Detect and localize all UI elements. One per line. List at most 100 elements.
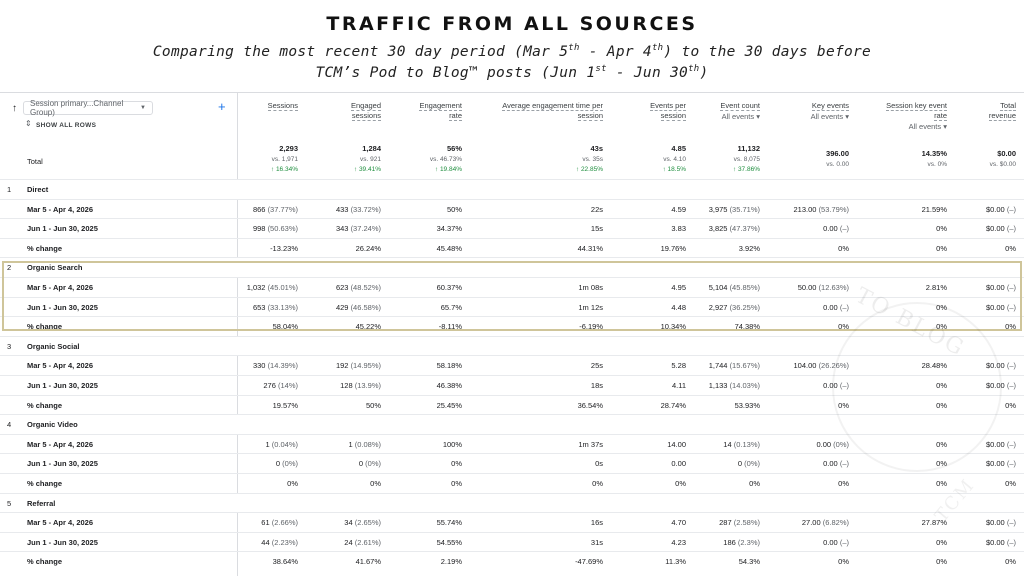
cell-share: (2.66%): [271, 518, 298, 528]
table-cell: 0%: [857, 303, 947, 312]
subtitle-text: TCM’s Pod to Blog™ posts (Jun 1: [315, 65, 596, 81]
table-cell: 5,104 (45.85%): [690, 283, 760, 292]
row-label: % change: [27, 322, 63, 332]
cell-share: (45.85%): [729, 283, 760, 292]
table-cell: 0.00 (–): [764, 381, 849, 390]
add-dimension-plus-icon[interactable]: +: [218, 99, 226, 114]
dimension-selector[interactable]: ↑ Session primary...Channel Group) ▼: [12, 99, 153, 117]
cell-share: (14%): [277, 381, 298, 390]
cell-value: 26.24%: [355, 243, 381, 253]
cell-value: 0%: [451, 459, 462, 469]
total-comparison: vs. 921: [360, 155, 381, 163]
subtitle-line-2: TCM’s Pod to Blog™ posts (Jun 1st - Jun …: [0, 64, 1024, 81]
cell-share: (12.63%): [818, 283, 849, 292]
table-cell: 192 (14.95%): [311, 361, 381, 370]
column-header-label: sessions: [351, 111, 381, 121]
column-header[interactable]: Sessions: [228, 101, 298, 111]
cell-value: 0%: [936, 459, 947, 469]
event-filter-dropdown[interactable]: All events ▾: [764, 112, 849, 122]
column-header[interactable]: Average engagement time per session: [473, 101, 603, 121]
table-cell: 21.59%: [857, 205, 947, 214]
table-cell: $0.00 (–): [956, 538, 1016, 547]
table-cell: 10.34%: [616, 322, 686, 331]
table-cell: 0%: [392, 479, 462, 488]
column-header[interactable]: Key events All events ▾: [764, 101, 849, 122]
table-cell: 1m 12s: [473, 303, 603, 312]
cell-value: 0%: [936, 537, 947, 547]
subtitle-sup: st: [595, 64, 607, 74]
table-row: Mar 5 - Apr 4, 2026 330 (14.39%) 192 (14.9…: [0, 355, 1024, 375]
sort-arrow-up-icon[interactable]: ↑: [12, 102, 17, 114]
cell-value: 4.59: [671, 204, 686, 214]
dimension-dropdown[interactable]: Session primary...Channel Group) ▼: [23, 99, 153, 117]
cell-value: 28.74%: [660, 400, 686, 410]
event-filter-dropdown[interactable]: All events ▾: [857, 122, 947, 132]
table-cell: 0.00 (–): [764, 303, 849, 312]
table-cell: -47.69%: [473, 557, 603, 566]
total-value: 43s: [590, 144, 603, 153]
cell-value: 2,927: [708, 302, 728, 312]
cell-value: 3,825: [708, 224, 728, 234]
event-filter-dropdown[interactable]: All events ▾: [690, 112, 760, 122]
column-header[interactable]: Session key event rate All events ▾: [857, 101, 947, 132]
show-all-rows-button[interactable]: SHOW ALL ROWS: [36, 122, 97, 129]
table-cell: 287 (2.58%): [690, 518, 760, 527]
table-cell: 38.64%: [228, 557, 298, 566]
cell-value: 31s: [590, 537, 603, 547]
cell-value: 3.92%: [738, 243, 760, 253]
cell-value: $0.00: [985, 439, 1005, 449]
total-comparison: vs. 0.00: [826, 160, 849, 168]
table-row: Jun 1 - Jun 30, 2025 276 (14%) 128 (13.9%)…: [0, 375, 1024, 395]
cell-value: 34: [344, 518, 353, 528]
cell-value: 1m 12s: [578, 302, 603, 312]
table-cell: 4.95: [616, 283, 686, 292]
column-header[interactable]: Event count All events ▾: [690, 101, 760, 122]
table-cell: 429 (46.58%): [311, 303, 381, 312]
cell-share: (0%): [833, 439, 849, 449]
table-cell: 433 (33.72%): [311, 205, 381, 214]
row-number: 5: [7, 498, 12, 508]
table-cell: $0.00 (–): [956, 224, 1016, 233]
column-header[interactable]: Total revenue: [956, 101, 1016, 121]
table-cell: 1,032 (45.01%): [228, 283, 298, 292]
table-cell: 0%: [616, 479, 686, 488]
column-header[interactable]: Engaged sessions: [311, 101, 381, 121]
table-cell: $0.00 (–): [956, 205, 1016, 214]
table-cell: $0.00 (–): [956, 303, 1016, 312]
cell-value: $0.00: [985, 224, 1005, 234]
table-cell: 0%: [228, 479, 298, 488]
column-header[interactable]: Events per session: [616, 101, 686, 121]
table-cell: 0%: [392, 459, 462, 468]
page-header: TRAFFIC FROM ALL SOURCES Comparing the m…: [0, 0, 1024, 92]
cell-share: (0%): [744, 459, 760, 469]
cell-share: (37.24%): [350, 224, 381, 234]
table-row: Mar 5 - Apr 4, 2026 1,032 (45.01%) 623 (48…: [0, 277, 1024, 297]
table-row: Mar 5 - Apr 4, 2026 61 (2.66%) 34 (2.65%) 5…: [0, 512, 1024, 532]
cell-share: (2.65%): [354, 518, 381, 528]
cell-value: $0.00: [985, 537, 1005, 547]
table-cell: 24 (2.61%): [311, 538, 381, 547]
cell-share: (15.67%): [729, 361, 760, 371]
table-cell: 25s: [473, 361, 603, 370]
table-cell: 998 (50.63%): [228, 224, 298, 233]
cell-value: 19.57%: [272, 400, 298, 410]
chevron-down-icon: ▼: [140, 105, 146, 111]
table-cell: $0.00 (–): [956, 361, 1016, 370]
cell-value: 0%: [838, 557, 849, 567]
cell-share: (45.01%): [267, 283, 298, 292]
table-cell: 0%: [857, 401, 947, 410]
table-cell: $0.00 (–): [956, 440, 1016, 449]
table-cell: 65.7%: [392, 303, 462, 312]
cell-value: 0%: [936, 400, 947, 410]
cell-value: $0.00: [985, 302, 1005, 312]
report-table: ↑ Session primary...Channel Group) ▼ + ⇕…: [0, 92, 1024, 576]
column-header-label: Event count: [720, 101, 760, 111]
table-cell: 58.18%: [392, 361, 462, 370]
expand-rows-icon[interactable]: ⇕: [25, 119, 32, 128]
cell-share: (0.13%): [733, 439, 760, 449]
cell-value: 653: [252, 302, 266, 312]
column-header[interactable]: Engagement rate: [392, 101, 462, 121]
table-cell: 0%: [764, 322, 849, 331]
cell-value: 0%: [936, 557, 947, 567]
cell-value: $0.00: [985, 361, 1005, 371]
